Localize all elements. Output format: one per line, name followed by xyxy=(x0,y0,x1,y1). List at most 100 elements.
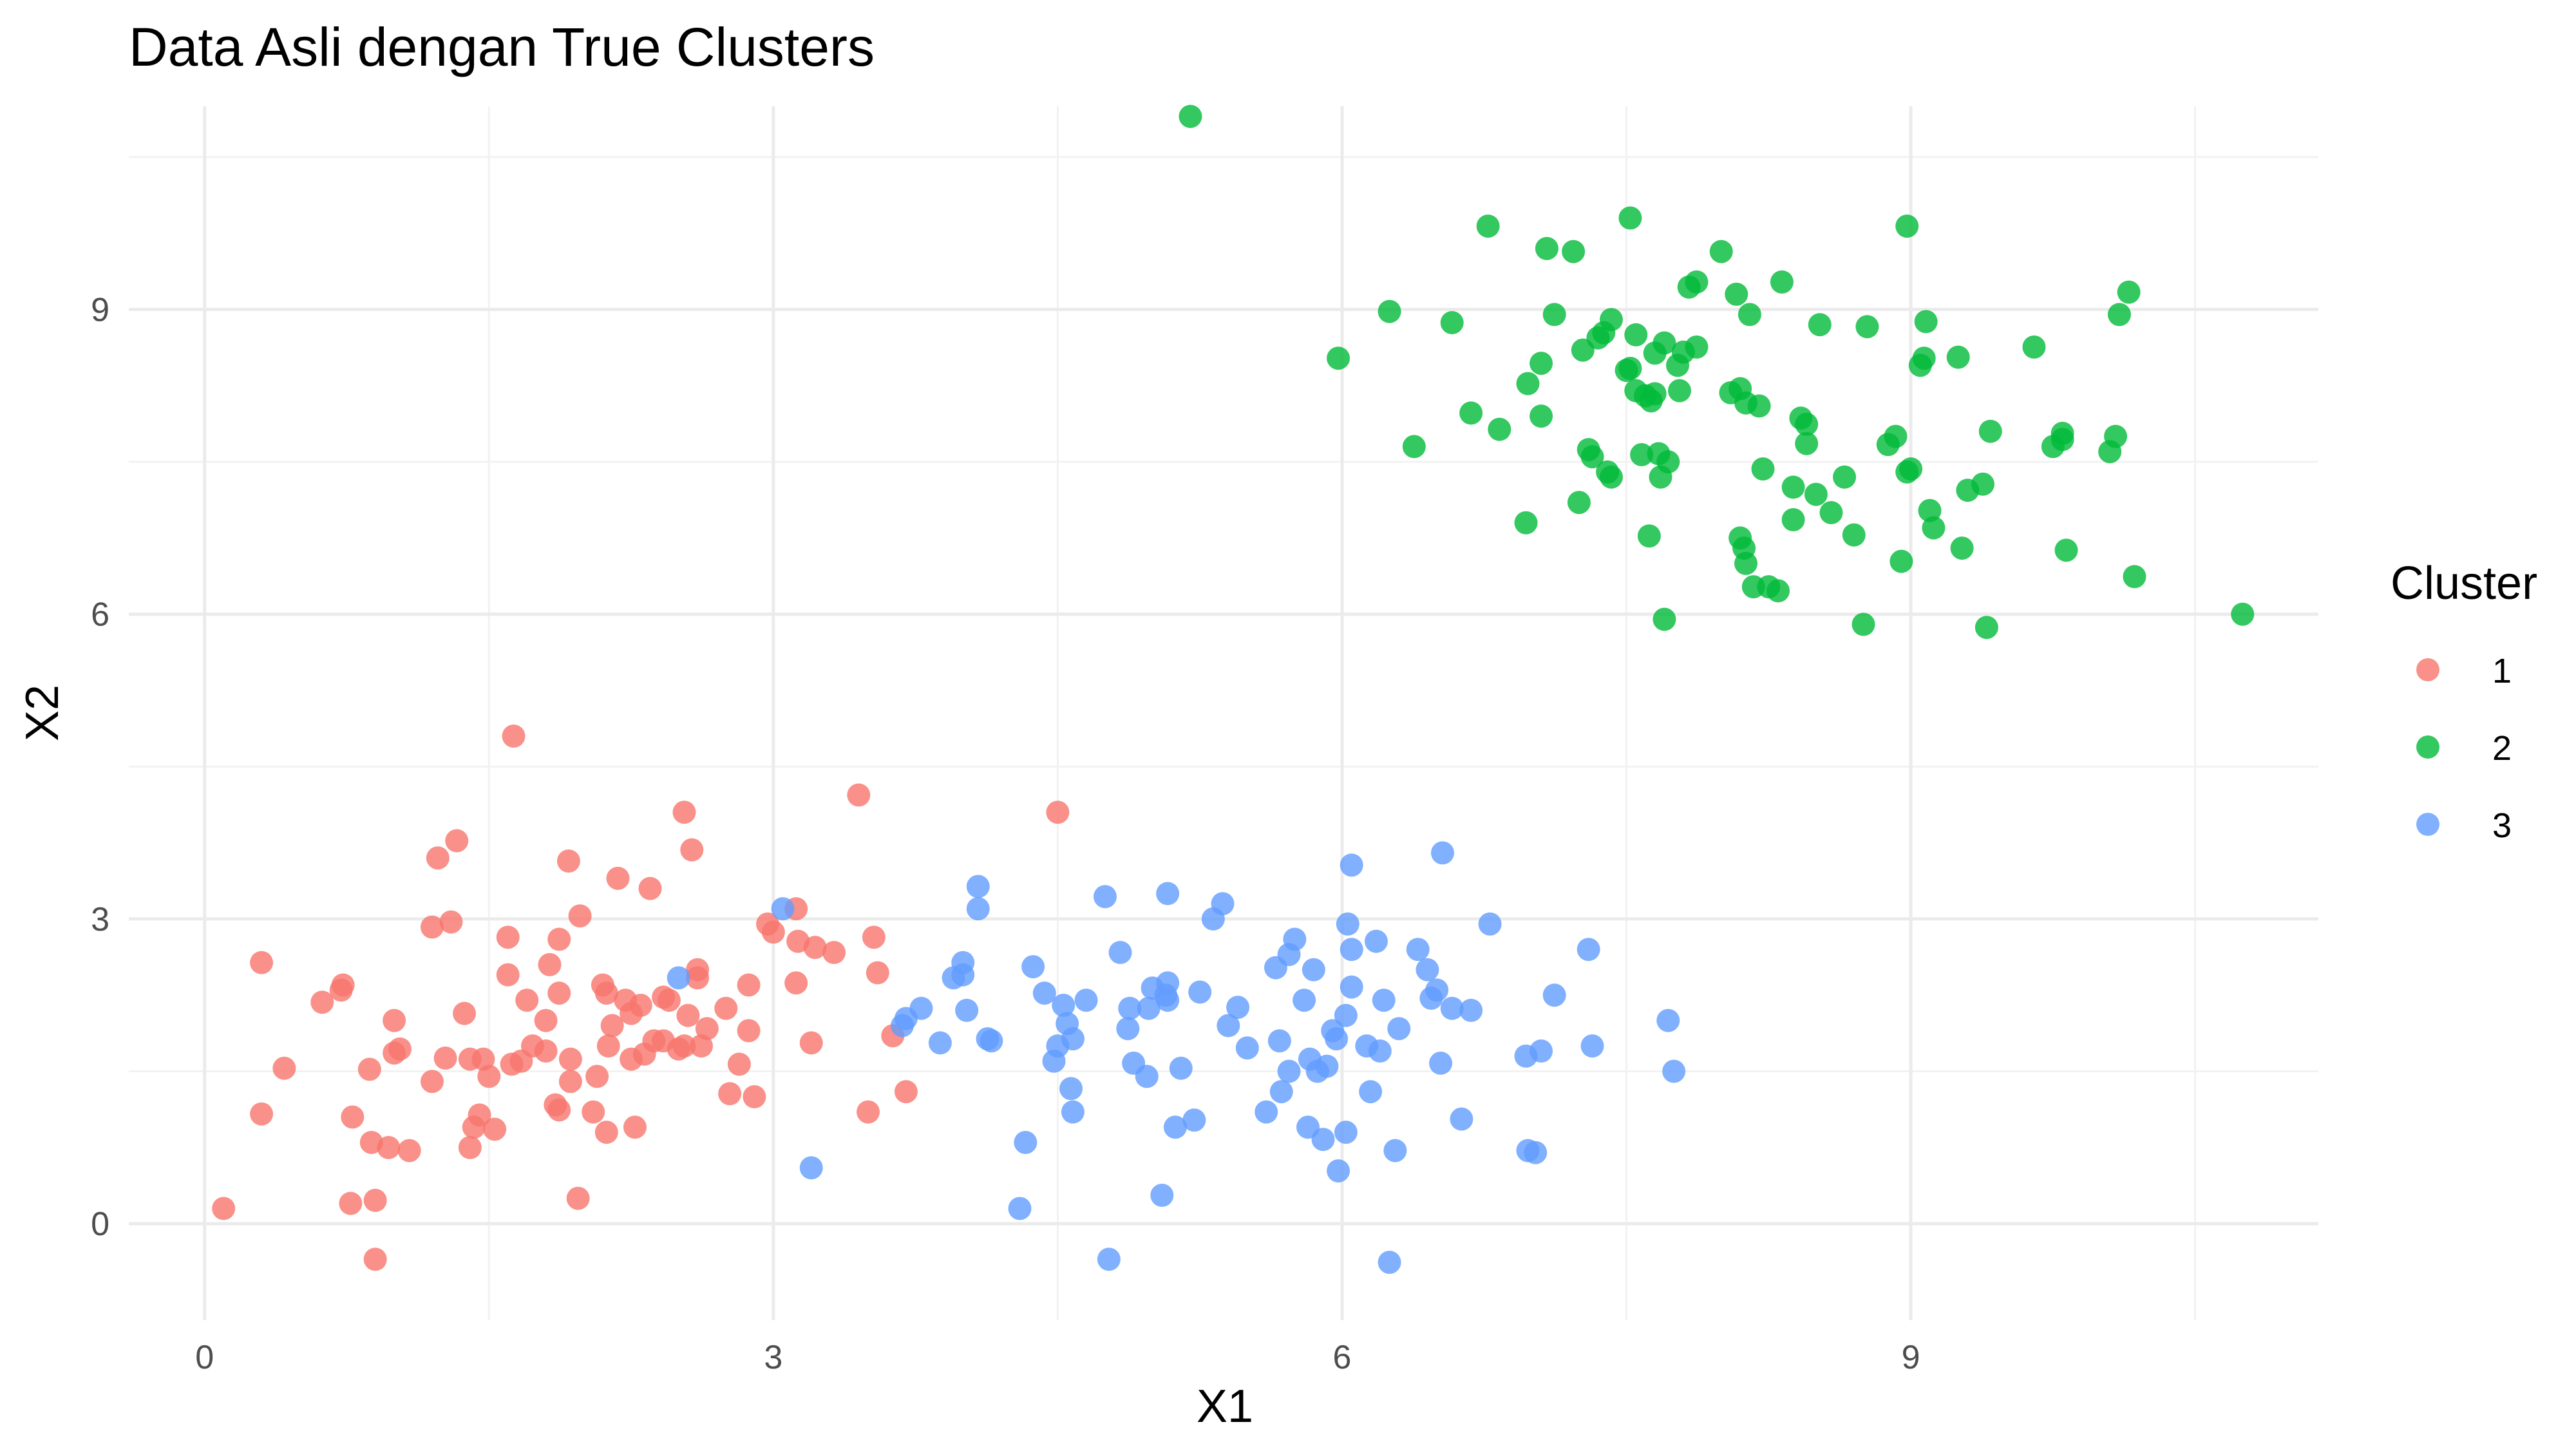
data-point-cluster-3 xyxy=(1334,1121,1358,1144)
legend-label-1: 1 xyxy=(2492,652,2512,690)
data-point-cluster-1 xyxy=(433,1046,457,1070)
data-point-cluster-2 xyxy=(1978,419,2002,443)
data-point-cluster-2 xyxy=(2104,424,2128,448)
data-point-cluster-2 xyxy=(1637,524,1661,548)
data-point-cluster-1 xyxy=(502,724,526,748)
data-point-cluster-2 xyxy=(1899,457,1923,481)
legend-key-3 xyxy=(2416,813,2439,836)
data-point-cluster-2 xyxy=(1971,472,1994,496)
data-point-cluster-2 xyxy=(1950,536,1974,560)
data-point-cluster-3 xyxy=(1074,989,1098,1012)
data-point-cluster-1 xyxy=(363,1188,387,1212)
data-point-cluster-1 xyxy=(538,952,562,976)
data-point-cluster-1 xyxy=(623,1115,647,1139)
data-point-cluster-2 xyxy=(1795,412,1819,436)
data-point-cluster-3 xyxy=(1364,929,1388,953)
data-point-cluster-3 xyxy=(980,1029,1003,1053)
data-point-cluster-2 xyxy=(2054,538,2078,562)
data-point-cluster-3 xyxy=(1052,994,1075,1018)
data-point-cluster-3 xyxy=(1021,955,1045,979)
data-point-cluster-3 xyxy=(1217,1014,1240,1037)
data-point-cluster-3 xyxy=(1226,996,1250,1019)
data-point-cluster-3 xyxy=(966,897,990,921)
data-point-cluster-1 xyxy=(803,936,827,960)
legend-key-2 xyxy=(2416,735,2439,759)
data-point-cluster-2 xyxy=(1624,323,1648,346)
data-point-cluster-3 xyxy=(1156,989,1180,1012)
data-point-cluster-3 xyxy=(1340,938,1363,961)
data-point-cluster-1 xyxy=(420,915,444,939)
data-point-cluster-3 xyxy=(1150,1183,1174,1207)
data-point-cluster-1 xyxy=(426,846,450,870)
data-point-cluster-3 xyxy=(1450,1107,1473,1131)
data-point-cluster-2 xyxy=(1833,465,1857,489)
data-point-cluster-3 xyxy=(1387,1017,1411,1041)
data-point-cluster-2 xyxy=(1618,206,1642,230)
data-point-cluster-2 xyxy=(1918,498,1942,522)
data-point-cluster-1 xyxy=(558,1070,582,1094)
data-point-cluster-3 xyxy=(1368,1039,1392,1063)
data-point-cluster-3 xyxy=(1267,1029,1291,1053)
data-point-cluster-2 xyxy=(2050,428,2074,451)
data-point-cluster-2 xyxy=(1922,516,1946,540)
data-point-cluster-1 xyxy=(761,920,785,944)
data-point-cluster-1 xyxy=(686,958,710,981)
data-point-cluster-2 xyxy=(1667,379,1691,402)
data-point-cluster-3 xyxy=(1116,1017,1140,1041)
data-point-cluster-2 xyxy=(1516,372,1540,395)
data-point-cluster-3 xyxy=(1032,981,1056,1005)
data-point-cluster-3 xyxy=(1340,975,1363,999)
data-point-cluster-2 xyxy=(2231,602,2255,626)
data-point-cluster-1 xyxy=(672,800,696,824)
x-tick-label: 6 xyxy=(1333,1339,1352,1376)
data-point-cluster-1 xyxy=(822,940,846,964)
data-point-cluster-1 xyxy=(743,1084,766,1108)
data-point-cluster-1 xyxy=(250,1102,274,1126)
data-point-cluster-1 xyxy=(477,1065,501,1088)
y-tick-label: 6 xyxy=(91,596,109,634)
data-point-cluster-3 xyxy=(1156,971,1180,995)
data-point-cluster-1 xyxy=(468,1103,491,1127)
data-point-cluster-3 xyxy=(1169,1056,1193,1080)
legend-label-2: 2 xyxy=(2492,729,2512,768)
data-point-cluster-1 xyxy=(483,1117,507,1141)
data-point-cluster-2 xyxy=(1914,310,1938,334)
data-point-cluster-2 xyxy=(1488,417,1511,441)
data-point-cluster-1 xyxy=(439,910,463,934)
data-point-cluster-3 xyxy=(1656,1009,1680,1032)
data-point-cluster-3 xyxy=(1325,1027,1349,1051)
data-point-cluster-1 xyxy=(582,1100,605,1124)
data-point-cluster-1 xyxy=(558,1047,582,1071)
x-tick-labels: 0 3 6 9 xyxy=(195,1339,1920,1376)
data-point-cluster-3 xyxy=(1406,938,1430,961)
data-point-cluster-3 xyxy=(1302,958,1325,981)
data-point-cluster-3 xyxy=(799,1156,823,1180)
data-point-cluster-1 xyxy=(594,981,618,1005)
data-point-cluster-3 xyxy=(1061,1100,1084,1124)
data-point-cluster-1 xyxy=(568,904,592,928)
data-point-cluster-1 xyxy=(341,1105,365,1129)
data-point-cluster-2 xyxy=(1912,346,1936,370)
data-point-cluster-2 xyxy=(1402,435,1426,459)
x-tick-label: 9 xyxy=(1902,1339,1920,1376)
legend: Cluster 1 2 3 xyxy=(2391,558,2537,845)
data-point-cluster-3 xyxy=(1014,1130,1037,1154)
data-point-cluster-3 xyxy=(1662,1059,1686,1083)
data-point-cluster-1 xyxy=(737,973,761,997)
data-point-cluster-1 xyxy=(594,1121,618,1144)
y-tick-label: 9 xyxy=(91,291,109,328)
legend-label-3: 3 xyxy=(2492,806,2512,845)
data-point-cluster-2 xyxy=(1514,511,1538,535)
data-point-cluster-3 xyxy=(1431,841,1454,865)
data-point-cluster-2 xyxy=(1685,270,1709,294)
data-point-cluster-3 xyxy=(771,897,795,921)
data-point-cluster-3 xyxy=(1577,938,1600,961)
data-point-cluster-3 xyxy=(928,1031,952,1055)
data-point-cluster-3 xyxy=(1334,1003,1358,1027)
data-point-cluster-1 xyxy=(534,1009,558,1032)
data-point-cluster-3 xyxy=(1269,1080,1293,1104)
data-point-cluster-2 xyxy=(1781,508,1805,532)
data-point-cluster-2 xyxy=(1618,356,1642,380)
